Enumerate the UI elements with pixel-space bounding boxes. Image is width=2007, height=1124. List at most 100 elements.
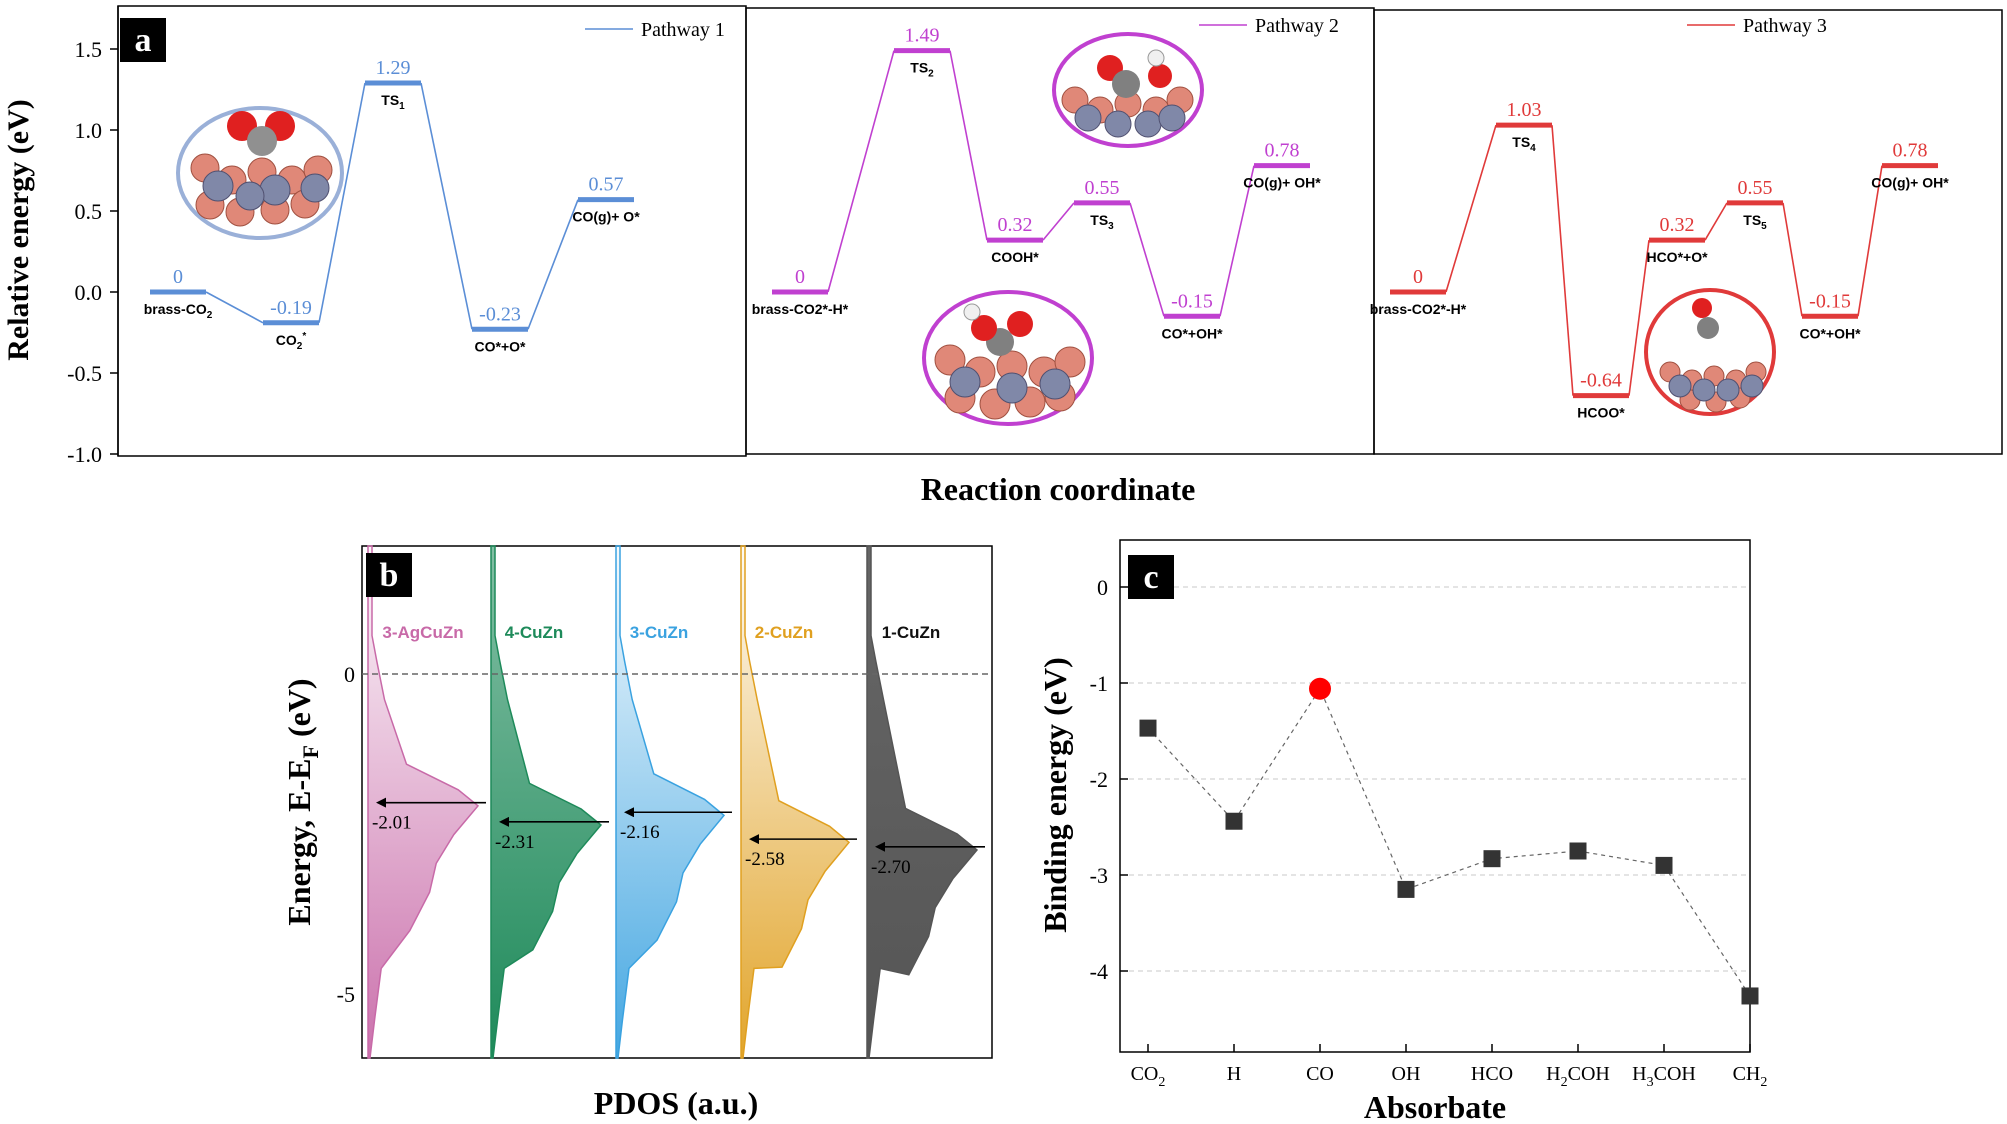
pathway-2-level-value: 1.49 <box>905 25 940 47</box>
state-subscript: 3 <box>1108 221 1114 232</box>
pathway-2-level-value: 0.55 <box>1085 177 1120 199</box>
panel-b-curves: -2.01 3-AgCuZn -2.31 4-CuZn -2.16 3-CuZn -2.58… <box>367 545 985 1059</box>
pathway-1-state-label: CO2* <box>276 331 307 352</box>
pathway-3-connector <box>1445 124 1497 293</box>
pathway-2-connector <box>1219 165 1255 317</box>
state-name: brass-CO2*-H* <box>752 301 849 317</box>
inset-cooh-bottom <box>922 290 1094 426</box>
state-name: CO*+O* <box>475 338 527 354</box>
binding-energy-point <box>1139 719 1157 737</box>
pdos-curve-2-CuZn <box>740 545 851 1059</box>
panel-c-trend-line <box>1147 687 1751 997</box>
binding-energy-point <box>1397 880 1415 898</box>
panel-a-y-tick-label: 0.5 <box>75 199 103 224</box>
pathway-3-state-label: CO(g)+ OH* <box>1871 175 1949 191</box>
pathway-1-level-value: 1.29 <box>376 57 411 79</box>
pathway-3-state-label: TS5 <box>1743 212 1767 232</box>
panel-c-y-tick-label: -4 <box>1090 959 1108 984</box>
pdos-curve-4-CuZn <box>490 545 603 1059</box>
pathway-3-level-value: 1.03 <box>1507 99 1542 121</box>
state-name: HCO*+O* <box>1646 249 1708 265</box>
pathway-2-connector <box>949 50 988 241</box>
pathway-1-level-value: -0.19 <box>270 297 312 319</box>
pathway-3-level-value: 0.55 <box>1738 177 1773 199</box>
panel-b-y-axis: 0 -5 <box>337 662 355 1007</box>
panel-c-y-tick-label: -2 <box>1090 767 1108 792</box>
panel-c-y-tick-label: 0 <box>1097 575 1108 600</box>
state-name: CO <box>276 332 297 348</box>
pathway-3-state-label: brass-CO2*-H* <box>1370 301 1467 317</box>
panel-a-y-tick-label: -1.0 <box>67 442 102 467</box>
tick-main: H <box>1227 1063 1241 1085</box>
panel-c-grid: 0 -1 -2 -3 -4 <box>1090 575 1750 984</box>
state-name: CO*+OH* <box>1161 325 1223 341</box>
tick-subscript: 3 <box>1647 1075 1654 1090</box>
state-name: HCOO* <box>1577 405 1625 421</box>
pdos-series-name: 1-CuZn <box>882 623 941 642</box>
state-subscript: 2 <box>207 310 213 321</box>
state-subscript: 5 <box>1761 221 1767 232</box>
pdos-series-name: 4-CuZn <box>505 623 564 642</box>
panel-b: -2.01 3-AgCuZn -2.31 4-CuZn -2.16 3-CuZn -2.58… <box>281 545 993 1121</box>
pathway-3-connector <box>1782 202 1803 317</box>
pathway-3-state-label: HCOO* <box>1577 405 1625 421</box>
panel-b-label-box <box>366 553 412 597</box>
pathway-2-connector <box>1129 202 1165 317</box>
panel-c-x-tick-label: CO2 <box>1131 1063 1166 1090</box>
state-subscript: 1 <box>399 101 405 112</box>
tick-main: CH <box>1733 1063 1761 1085</box>
pathway-2-connector <box>827 50 895 293</box>
tick-subscript: 2 <box>1158 1075 1165 1090</box>
pathway-1-connector <box>318 82 366 323</box>
pdos-series-name: 3-CuZn <box>630 623 689 642</box>
panel-c-y-tick-label: -1 <box>1090 671 1108 696</box>
pathway-3-level-value: 0.78 <box>1893 140 1928 162</box>
pdos-curve-3-CuZn <box>615 545 726 1059</box>
tick-main: CO <box>1131 1063 1159 1085</box>
pathway-1-connector <box>205 291 264 324</box>
tick-subscript: 2 <box>1760 1075 1767 1090</box>
panel-b-y-tick-label: 0 <box>344 662 355 687</box>
pathway-3-connector <box>1704 202 1728 241</box>
binding-energy-point <box>1225 812 1243 830</box>
tick-main: H <box>1632 1063 1646 1085</box>
pathway-1-series: 0 brass-CO2 -0.19 CO2* 1.29 TS1 -0.23 CO*+O* 0.5… <box>144 19 725 354</box>
d-band-center-value: -2.01 <box>372 813 412 834</box>
panel-c-frame <box>1119 539 1751 1053</box>
tick-tail: COH <box>1568 1063 1610 1085</box>
pathway-1-level-value: 0.57 <box>589 174 624 196</box>
panel-c-x-tick-label: CH2 <box>1733 1063 1768 1090</box>
pathway-3-series: 0brass-CO2*-H*1.03TS4-0.64HCOO*0.32HCO*+… <box>1370 15 1949 421</box>
binding-energy-point-highlight <box>1309 677 1331 700</box>
binding-energy-point <box>1483 850 1501 868</box>
panel-a-y-tick-label: 1.0 <box>75 118 103 143</box>
pathway-1-level-value: 0 <box>173 266 183 288</box>
state-name: brass-CO <box>144 301 207 317</box>
d-band-center-value: -2.58 <box>745 849 785 870</box>
state-name: TS <box>381 92 399 108</box>
pathway-2-level-value: 0.78 <box>1265 140 1300 162</box>
pathway-3-frame <box>1373 9 2003 455</box>
binding-energy-point <box>1655 856 1673 874</box>
pathway-1-level-value: -0.23 <box>479 303 521 325</box>
panel-a-ylabel: Relative energy (eV) <box>2 99 35 361</box>
panel-a-label: a <box>135 22 152 59</box>
panel-a: Relative energy (eV) 1.5 1.0 0.5 0.0 -0.5 -1.… <box>2 5 2003 507</box>
panel-a-y-tick-label: 1.5 <box>75 37 103 62</box>
pathway-3-legend-label: Pathway 3 <box>1743 15 1827 37</box>
d-band-center-value: -2.31 <box>495 832 535 853</box>
pathway-3-level-value: 0.32 <box>1660 214 1695 236</box>
pathway-2-state-label: CO*+OH* <box>1161 325 1223 341</box>
d-band-center-value: -2.16 <box>620 822 660 843</box>
state-subscript: 4 <box>1530 143 1536 154</box>
state-name: TS <box>1743 212 1761 228</box>
pdos-series-name: 3-AgCuZn <box>382 623 463 642</box>
tick-subscript: 2 <box>1561 1075 1568 1090</box>
tick-main: HCO <box>1471 1063 1513 1085</box>
state-subscript: 2 <box>928 69 934 80</box>
pathway-1-frame <box>117 5 747 457</box>
pathway-2-level-value: 0.32 <box>998 214 1033 236</box>
tick-main: H <box>1546 1063 1560 1085</box>
state-superscript: * <box>302 331 306 342</box>
